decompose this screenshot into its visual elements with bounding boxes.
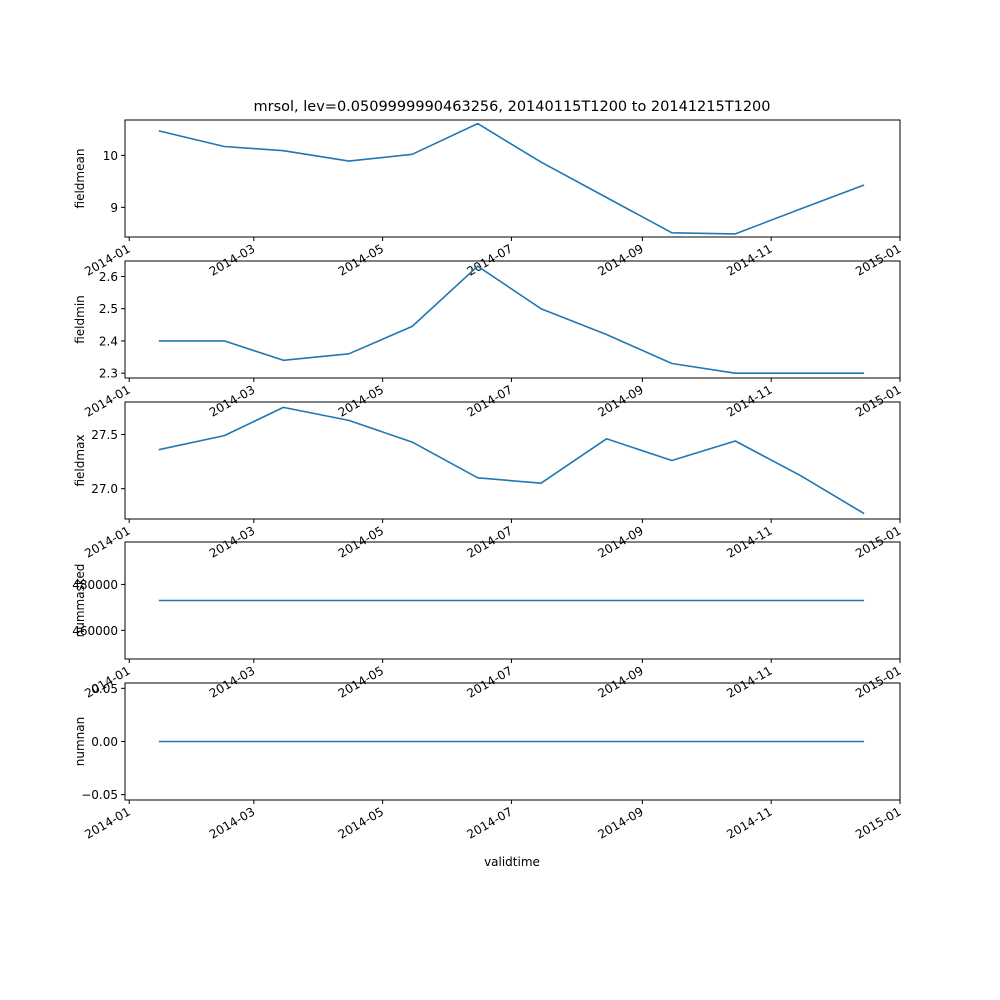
y-tick-label-fieldmean: 10 (103, 149, 118, 163)
x-tick-label: 2014-07 (465, 663, 515, 700)
y-tick-label-fieldmax: 27.5 (91, 428, 118, 442)
y-tick-label-nummasked: 460000 (72, 624, 118, 638)
x-tick-label: 2014-05 (336, 241, 386, 278)
x-tick-label: 2014-03 (207, 241, 257, 278)
x-axis-label: validtime (484, 855, 540, 869)
x-tick-label: 2014-11 (724, 804, 774, 841)
x-tick-label: 2014-11 (724, 663, 774, 700)
x-tick-label: 2015-01 (853, 241, 903, 278)
x-tick-label: 2014-03 (207, 663, 257, 700)
y-tick-label-numnan: −0.05 (81, 788, 118, 802)
x-tick-label: 2014-05 (336, 663, 386, 700)
x-tick-label: 2014-11 (724, 382, 774, 419)
y-tick-label-fieldmin: 2.4 (99, 334, 118, 348)
x-tick-label: 2014-07 (465, 241, 515, 278)
y-axis-label-fieldmin: fieldmin (73, 295, 87, 344)
y-tick-label-fieldmean: 9 (110, 201, 118, 215)
y-axis-label-fieldmax: fieldmax (73, 434, 87, 486)
x-tick-label: 2014-05 (336, 382, 386, 419)
series-line-fieldmax (158, 406, 865, 515)
chart-title: mrsol, lev=0.0509999990463256, 20140115T… (254, 99, 771, 115)
y-tick-label-fieldmin: 2.5 (99, 302, 118, 316)
y-axis-label-fieldmean: fieldmean (73, 149, 87, 209)
x-tick-label: 2014-07 (465, 382, 515, 419)
x-tick-label: 2014-03 (207, 804, 257, 841)
y-tick-label-numnan: 0.00 (91, 735, 118, 749)
x-tick-label: 2014-11 (724, 241, 774, 278)
x-tick-label: 2014-03 (207, 382, 257, 419)
x-tick-label: 2014-07 (465, 804, 515, 841)
y-tick-label-numnan: 0.05 (91, 682, 118, 696)
x-tick-label: 2014-05 (336, 804, 386, 841)
y-axis-label-numnan: numnan (73, 717, 87, 766)
y-tick-label-fieldmin: 2.3 (99, 367, 118, 381)
x-tick-label: 2014-09 (595, 382, 645, 419)
x-tick-label: 2015-01 (853, 382, 903, 419)
y-tick-label-fieldmin: 2.6 (99, 270, 118, 284)
x-tick-label: 2014-09 (595, 241, 645, 278)
x-tick-label: 2014-09 (595, 804, 645, 841)
series-line-fieldmin (158, 265, 865, 375)
x-tick-label: 2014-09 (595, 663, 645, 700)
axes-frame-nummasked (124, 541, 901, 660)
y-tick-label-nummasked: 480000 (72, 578, 118, 592)
y-tick-label-fieldmax: 27.0 (91, 482, 118, 496)
axes-frame-fieldmax (124, 401, 901, 520)
series-line-fieldmean (158, 122, 865, 235)
axes-frame-fieldmin (124, 260, 901, 379)
y-axis-label-nummasked: nummasked (73, 564, 87, 638)
x-tick-label: 2015-01 (853, 663, 903, 700)
x-tick-label: 2015-01 (853, 804, 903, 841)
x-tick-label: 2014-01 (82, 804, 132, 841)
axes-frame-fieldmean (124, 119, 901, 238)
